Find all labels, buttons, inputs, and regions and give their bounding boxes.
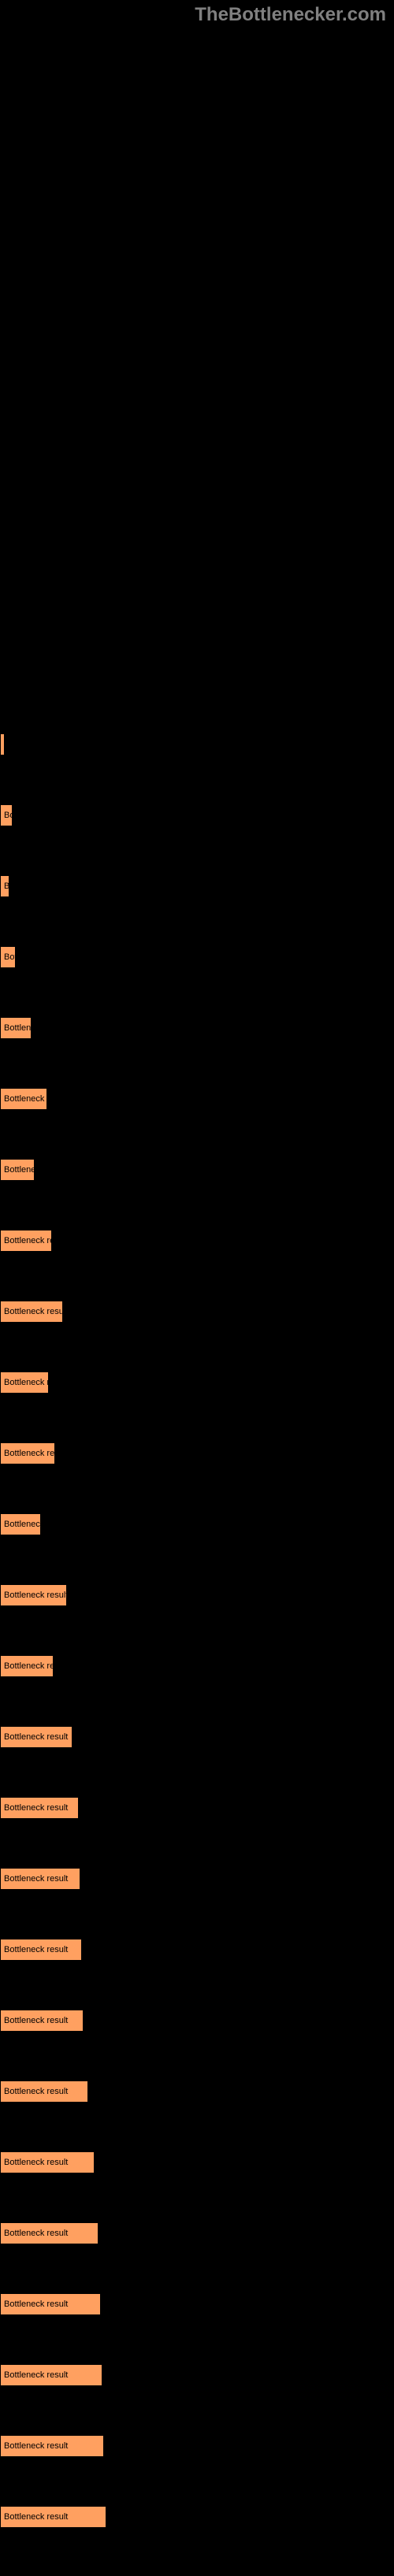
bar-chart: B Bot Bo Bott Bottlene Bottleneck re Bottlene B…: [0, 733, 394, 2576]
bar-row: Bot: [0, 804, 394, 827]
chart-bar: Bott: [0, 946, 16, 968]
bar-row: Bottleneck result: [0, 2080, 394, 2103]
chart-bar: B: [0, 733, 5, 755]
bar-row: Bottleneck res: [0, 1654, 394, 1678]
chart-bar: Bottleneck resu: [0, 1442, 55, 1464]
chart-bar: Bottleneck result: [0, 1868, 80, 1890]
chart-bar: Bottleneck result: [0, 2151, 95, 2173]
chart-bar: Bottleneck result: [0, 2293, 101, 2315]
bar-row: Bottleneck re: [0, 1087, 394, 1111]
bar-row: B: [0, 733, 394, 756]
bar-row: Bottleneck result: [0, 1300, 394, 1323]
bar-row: Bottleneck result: [0, 2222, 394, 2245]
bar-row: Bottleneck resu: [0, 1442, 394, 1465]
bar-row: Bottleneck res: [0, 1229, 394, 1253]
chart-bar: Bottleneck result: [0, 2222, 98, 2244]
chart-bar: Bottlene: [0, 1017, 32, 1039]
chart-bar: Bottleneck result: [0, 1939, 82, 1961]
chart-bar: Bot: [0, 804, 13, 826]
bar-row: Bottleneck result: [0, 2292, 394, 2316]
bar-row: Bottleneck result: [0, 2434, 394, 2458]
chart-bar: Bottleneck result: [0, 1797, 79, 1819]
chart-bar: Bottleneck result: [0, 2080, 88, 2103]
chart-bar: Bottleneck result: [0, 2364, 102, 2386]
bar-row: Bottleneck: [0, 1513, 394, 1536]
watermark-text: TheBottlenecker.com: [195, 4, 386, 26]
bar-row: Bottleneck result: [0, 1583, 394, 1607]
bar-row: Bottleneck result: [0, 1796, 394, 1820]
chart-bar: Bottlene: [0, 1159, 35, 1181]
chart-bar: Bottleneck result: [0, 2435, 104, 2457]
chart-bar: Bottleneck result: [0, 2010, 84, 2032]
chart-bar: Bottleneck result: [0, 1726, 72, 1748]
bar-row: Bottleneck re: [0, 1371, 394, 1394]
bar-row: Bottleneck result: [0, 1938, 394, 1962]
bar-row: Bottleneck result: [0, 2009, 394, 2032]
chart-bar: Bottleneck re: [0, 1088, 47, 1110]
bar-row: Bott: [0, 945, 394, 969]
chart-bar: Bo: [0, 875, 9, 897]
chart-bar: Bottleneck result: [0, 1584, 67, 1606]
chart-bar: Bottleneck res: [0, 1655, 54, 1677]
bar-row: Bottleneck result: [0, 2363, 394, 2387]
bar-row: Bottlene: [0, 1016, 394, 1040]
chart-bar: Bottleneck result: [0, 1301, 63, 1323]
chart-bar: Bottleneck res: [0, 1230, 52, 1252]
bar-row: Bo: [0, 874, 394, 898]
bar-row: Bottleneck result: [0, 1725, 394, 1749]
chart-bar: Bottleneck: [0, 1513, 41, 1535]
bar-row: Bottleneck result: [0, 2151, 394, 2174]
bar-row: Bottlene: [0, 1158, 394, 1182]
chart-bar: Bottleneck result: [0, 2506, 106, 2528]
chart-bar: Bottleneck re: [0, 1372, 49, 1394]
bar-row: Bottleneck result: [0, 1867, 394, 1891]
bar-row: Bottleneck result: [0, 2505, 394, 2529]
